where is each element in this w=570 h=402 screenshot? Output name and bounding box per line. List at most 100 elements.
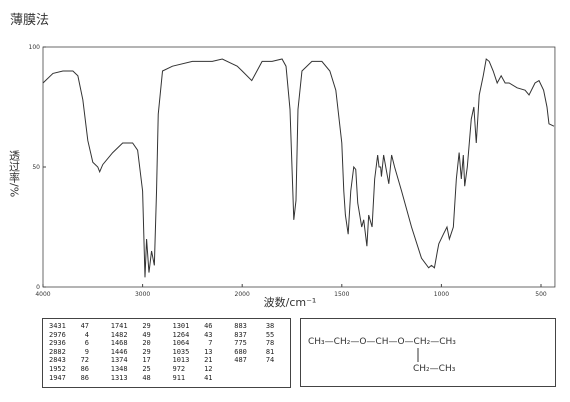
peak-row: 1313 48: [111, 374, 167, 383]
peak-transmittance: 9: [84, 347, 89, 356]
peak-transmittance: 74: [265, 356, 275, 365]
peak-row: 1374 17: [111, 356, 167, 365]
peak-wavenumber: 2843: [49, 356, 66, 365]
peak-row: 680 81: [234, 348, 290, 357]
peak-wavenumber: 1374: [110, 356, 128, 365]
peak-row: 1064 7: [173, 339, 229, 348]
peak-transmittance: 7: [208, 339, 213, 348]
y-tick-label: 0: [36, 284, 40, 291]
x-tick-label: 1500: [334, 291, 349, 298]
peak-table: 3431 47 2976 4 2936 6 2882 9 2843 72 1952 86 1947 86 1…: [42, 318, 291, 388]
peak-row: 1741 29: [111, 322, 167, 331]
peak-row: 2843 72: [49, 356, 105, 365]
peak-transmittance: 55: [265, 330, 275, 339]
peak-wavenumber: 1952: [49, 364, 66, 373]
peak-transmittance: 6: [84, 339, 89, 348]
peak-wavenumber: 1947: [49, 373, 66, 382]
peak-transmittance: 72: [80, 356, 89, 365]
y-tick-label: 100: [29, 44, 41, 51]
peak-row: 1035 13: [173, 348, 229, 357]
structure-box: CH₃—CH₂—O—CH—O—CH₂—CH₃ CH₂—CH₃: [300, 318, 556, 387]
peak-wavenumber: 883: [234, 322, 247, 330]
peak-transmittance: 4: [84, 330, 89, 339]
peak-column: 1301 46 1264 43 1064 7 1035 13 1013 21 972 12 911 41: [167, 319, 229, 387]
chart-title: 薄膜法: [10, 13, 49, 28]
peak-wavenumber: 680: [234, 347, 247, 356]
peak-transmittance: 86: [80, 373, 89, 382]
peak-transmittance: 38: [265, 322, 275, 330]
peak-transmittance: 48: [142, 373, 151, 382]
structure-branch: CH₂—CH₃: [413, 364, 456, 374]
x-tick-label: 1000: [434, 291, 449, 298]
peak-row: 2936 6: [49, 339, 105, 348]
peak-row: 487 74: [234, 356, 290, 365]
x-tick-label: 3000: [135, 291, 150, 298]
peak-row: 2976 4: [49, 331, 105, 340]
peak-row: 3431 47: [49, 322, 105, 331]
peak-row: 775 78: [234, 339, 290, 348]
peak-transmittance: 46: [204, 322, 213, 330]
spectrum-line: [42, 58, 555, 278]
peak-wavenumber: 775: [234, 339, 247, 348]
peak-transmittance: 25: [142, 364, 151, 373]
peak-wavenumber: 1264: [172, 330, 190, 339]
peak-wavenumber: 1482: [110, 330, 128, 339]
peak-wavenumber: 911: [172, 373, 186, 382]
peak-transmittance: 43: [204, 330, 213, 339]
peak-transmittance: 17: [142, 356, 151, 365]
peak-wavenumber: 2976: [49, 330, 66, 339]
peak-transmittance: 47: [80, 322, 89, 330]
peak-row: 1013 21: [173, 356, 229, 365]
peak-transmittance: 13: [204, 347, 213, 356]
peak-wavenumber: 1313: [110, 373, 128, 382]
peak-transmittance: 78: [265, 339, 275, 348]
peak-transmittance: 86: [80, 364, 89, 373]
structure-main: CH₃—CH₂—O—CH—O—CH₂—CH₃: [308, 337, 456, 347]
peak-row: 837 55: [234, 331, 290, 340]
chart: 薄膜法 透过率/% 波数/cm⁻¹ 0 50 100 4000 3000 2000 1500…: [8, 13, 556, 309]
x-tick-label: 500: [535, 291, 547, 298]
peak-row: 1301 46: [173, 322, 229, 331]
peak-row: 1947 86: [49, 374, 105, 383]
structure-border: [300, 318, 556, 387]
peak-transmittance: 21: [204, 356, 213, 365]
peak-row: 1482 49: [111, 331, 167, 340]
x-axis-label: 波数/cm⁻¹: [264, 296, 317, 309]
x-tick-label: 4000: [35, 291, 50, 298]
peak-row: 2882 9: [49, 348, 105, 357]
y-tick-label: 50: [32, 164, 40, 171]
peak-column: 3431 47 2976 4 2936 6 2882 9 2843 72 1952 86 1947 86: [43, 319, 105, 387]
peak-wavenumber: 1064: [172, 339, 190, 348]
x-tick-label: 2000: [235, 291, 250, 298]
y-axis-label: 透过率/%: [8, 150, 21, 197]
peak-column: 1741 29 1482 49 1468 20 1446 29 1374 17 1348 25 1313…: [105, 319, 167, 387]
peak-wavenumber: 1013: [172, 356, 190, 365]
peak-wavenumber: 1741: [110, 322, 128, 330]
peak-row: 1468 20: [111, 339, 167, 348]
peak-row: 1264 43: [173, 331, 229, 340]
peak-column: 883 38 837 55 775 78 680 81 487 74: [228, 319, 290, 387]
peak-transmittance: 29: [142, 322, 151, 330]
peak-wavenumber: 1446: [110, 347, 128, 356]
peak-wavenumber: 2936: [49, 339, 66, 348]
peak-row: 1446 29: [111, 348, 167, 357]
peak-row: 883 38: [234, 322, 290, 331]
peak-wavenumber: 487: [234, 356, 247, 365]
peak-transmittance: 12: [204, 364, 213, 373]
peak-wavenumber: 1035: [172, 347, 190, 356]
peak-wavenumber: 837: [234, 330, 247, 339]
peak-row: 1348 25: [111, 365, 167, 374]
peak-transmittance: 49: [142, 330, 151, 339]
peak-row: 1952 86: [49, 365, 105, 374]
peak-wavenumber: 972: [172, 364, 186, 373]
peak-row: 972 12: [173, 365, 229, 374]
peak-transmittance: 29: [142, 347, 151, 356]
peak-wavenumber: 1348: [110, 364, 128, 373]
peak-wavenumber: 3431: [49, 322, 66, 330]
peak-transmittance: 20: [142, 339, 151, 348]
peak-transmittance: 41: [204, 373, 213, 382]
peak-transmittance: 81: [265, 347, 275, 356]
peak-wavenumber: 1468: [110, 339, 128, 348]
peak-row: 911 41: [173, 374, 229, 383]
